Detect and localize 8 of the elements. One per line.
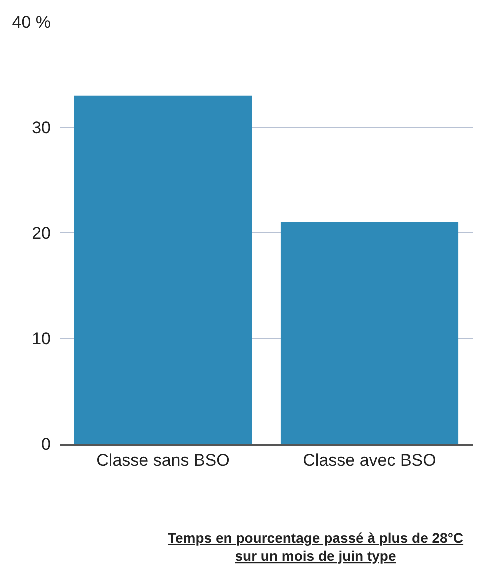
text: Temps en pourcentage passé à plus de 28°C sur un mois de juin type bbox=[168, 530, 464, 564]
y-tick-label: 10 bbox=[32, 329, 51, 348]
y-tick-label: 0 bbox=[42, 434, 51, 454]
y-tick-label: 30 bbox=[32, 118, 51, 138]
y-tick-label: 20 bbox=[32, 224, 51, 243]
x-tick-label: Classe avec BSO bbox=[303, 451, 436, 470]
x-tick-label: Classe sans BSO bbox=[96, 451, 230, 470]
y-tick-label: 40 % bbox=[12, 12, 51, 32]
